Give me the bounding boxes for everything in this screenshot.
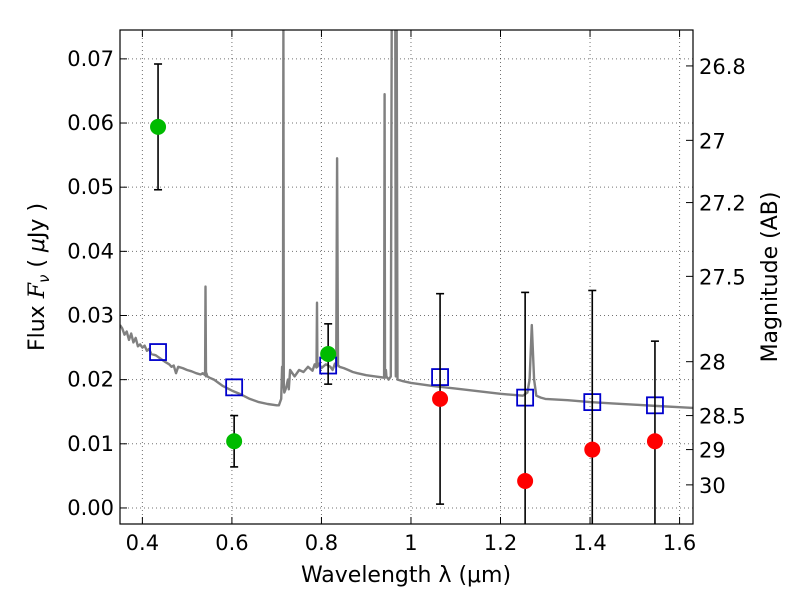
grid-lines bbox=[120, 30, 693, 524]
y-tick-label: 0.05 bbox=[67, 175, 114, 199]
measurement-point bbox=[584, 441, 601, 458]
y-axis-title-part: ( bbox=[25, 252, 50, 275]
measurement-point bbox=[432, 390, 449, 407]
y-axis-title-part: Jy ) bbox=[25, 203, 50, 240]
y2-tick-label: 28.5 bbox=[699, 405, 746, 429]
y2-tick-label: 30 bbox=[699, 474, 726, 498]
y2-tick-label: 27.5 bbox=[699, 265, 746, 289]
y-tick-label: 0.04 bbox=[67, 239, 114, 263]
y2-tick-label: 27 bbox=[699, 129, 726, 153]
measurement-layer bbox=[150, 118, 663, 490]
x-axis-title: Wavelength λ (μm) bbox=[301, 563, 511, 588]
x-tick-label: 1.6 bbox=[663, 531, 696, 555]
model-photometry-square bbox=[225, 378, 244, 397]
sed-layer bbox=[120, 30, 693, 410]
y-axis-title: Flux Fν ( μJy ) bbox=[25, 203, 53, 351]
measurement-point bbox=[150, 118, 167, 135]
x-axis-ticks: 0.4 0.6 0.8 1 1.2 1.4 1.6 bbox=[126, 30, 696, 555]
y2-tick-label: 28 bbox=[699, 351, 726, 375]
y-axis-title-part: ν bbox=[35, 275, 53, 283]
y2-tick-label: 27.2 bbox=[699, 192, 746, 216]
y-axis-title-part: F bbox=[25, 282, 50, 299]
measurement-point bbox=[226, 433, 243, 450]
error-bar-layer bbox=[154, 63, 659, 524]
y-tick-label: 0.03 bbox=[67, 303, 114, 327]
y2-axis-title: Magnitude (AB) bbox=[758, 192, 783, 363]
x-tick-label: 1 bbox=[404, 531, 417, 555]
y-tick-label: 0.02 bbox=[67, 368, 114, 392]
y2-axis-ticks: 26.8 27 27.2 27.5 28 28.5 29 30 bbox=[686, 55, 746, 498]
x-tick-label: 0.6 bbox=[215, 531, 248, 555]
x-tick-label: 0.8 bbox=[305, 531, 338, 555]
y-axis-ticks: 0.00 0.01 0.02 0.03 0.04 0.05 0.06 0.07 bbox=[67, 47, 127, 520]
measurement-point bbox=[517, 473, 534, 490]
y2-tick-label: 29 bbox=[699, 439, 726, 463]
y2-tick-label: 26.8 bbox=[699, 55, 746, 79]
x-tick-label: 0.4 bbox=[126, 531, 159, 555]
sed-curve bbox=[120, 30, 693, 410]
y-axis-title-part: Flux bbox=[25, 298, 50, 351]
measurement-point bbox=[646, 433, 663, 450]
x-tick-label: 1.4 bbox=[573, 531, 606, 555]
plot-frame bbox=[119, 29, 694, 525]
measurement-point bbox=[320, 345, 337, 362]
y-tick-label: 0.00 bbox=[67, 496, 114, 520]
y-tick-label: 0.07 bbox=[67, 47, 114, 71]
model-photometry-square bbox=[149, 343, 167, 361]
y-tick-label: 0.01 bbox=[67, 432, 114, 456]
y-tick-label: 0.06 bbox=[67, 111, 114, 135]
x-tick-label: 1.2 bbox=[484, 531, 517, 555]
y-axis-title-part: μ bbox=[25, 238, 50, 253]
